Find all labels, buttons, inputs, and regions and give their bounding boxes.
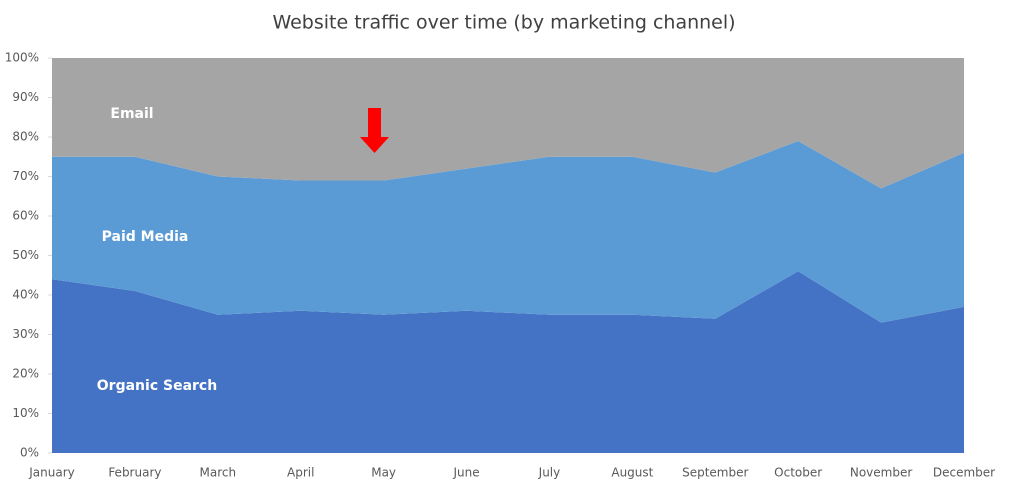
- x-tick-label: November: [850, 466, 912, 480]
- plot-area: [52, 58, 964, 453]
- series-label: Paid Media: [102, 229, 189, 245]
- y-tick-label: 90%: [12, 90, 39, 104]
- y-tick-label: 30%: [12, 327, 39, 341]
- x-tick-label: April: [287, 466, 314, 480]
- x-tick-label: May: [371, 466, 396, 480]
- series-label: Email: [110, 106, 153, 122]
- area: [52, 140, 964, 323]
- y-tick-label: 70%: [12, 169, 39, 183]
- y-tick-label: 40%: [12, 288, 39, 302]
- x-tick-label: August: [611, 466, 653, 480]
- area: [52, 58, 964, 189]
- x-tick-label: June: [452, 466, 479, 480]
- y-tick-label: 10%: [12, 406, 39, 420]
- labels: 0% 10% 20% 30% 40% 50% 60% 70% 80% 90% 100% January…: [5, 51, 995, 480]
- y-tick-label: 20%: [12, 367, 39, 381]
- y-tick-label: 50%: [12, 248, 39, 262]
- x-tick-label: September: [682, 466, 748, 480]
- x-tick-label: July: [538, 466, 561, 480]
- y-tick-label: 0%: [20, 446, 39, 460]
- x-tick-label: February: [108, 466, 161, 480]
- x-tick-label: January: [28, 466, 75, 480]
- y-tick-label: 80%: [12, 130, 39, 144]
- x-tick-label: March: [200, 466, 237, 480]
- y-tick-label: 100%: [5, 51, 39, 65]
- x-tick-label: October: [774, 466, 822, 480]
- chart-title: Website traffic over time (by marketing …: [272, 12, 735, 34]
- series-label: Organic Search: [97, 378, 217, 394]
- x-tick-label: December: [933, 466, 995, 480]
- y-tick-label: 60%: [12, 209, 39, 223]
- arrow-annotation: [360, 108, 389, 153]
- area: [52, 271, 964, 453]
